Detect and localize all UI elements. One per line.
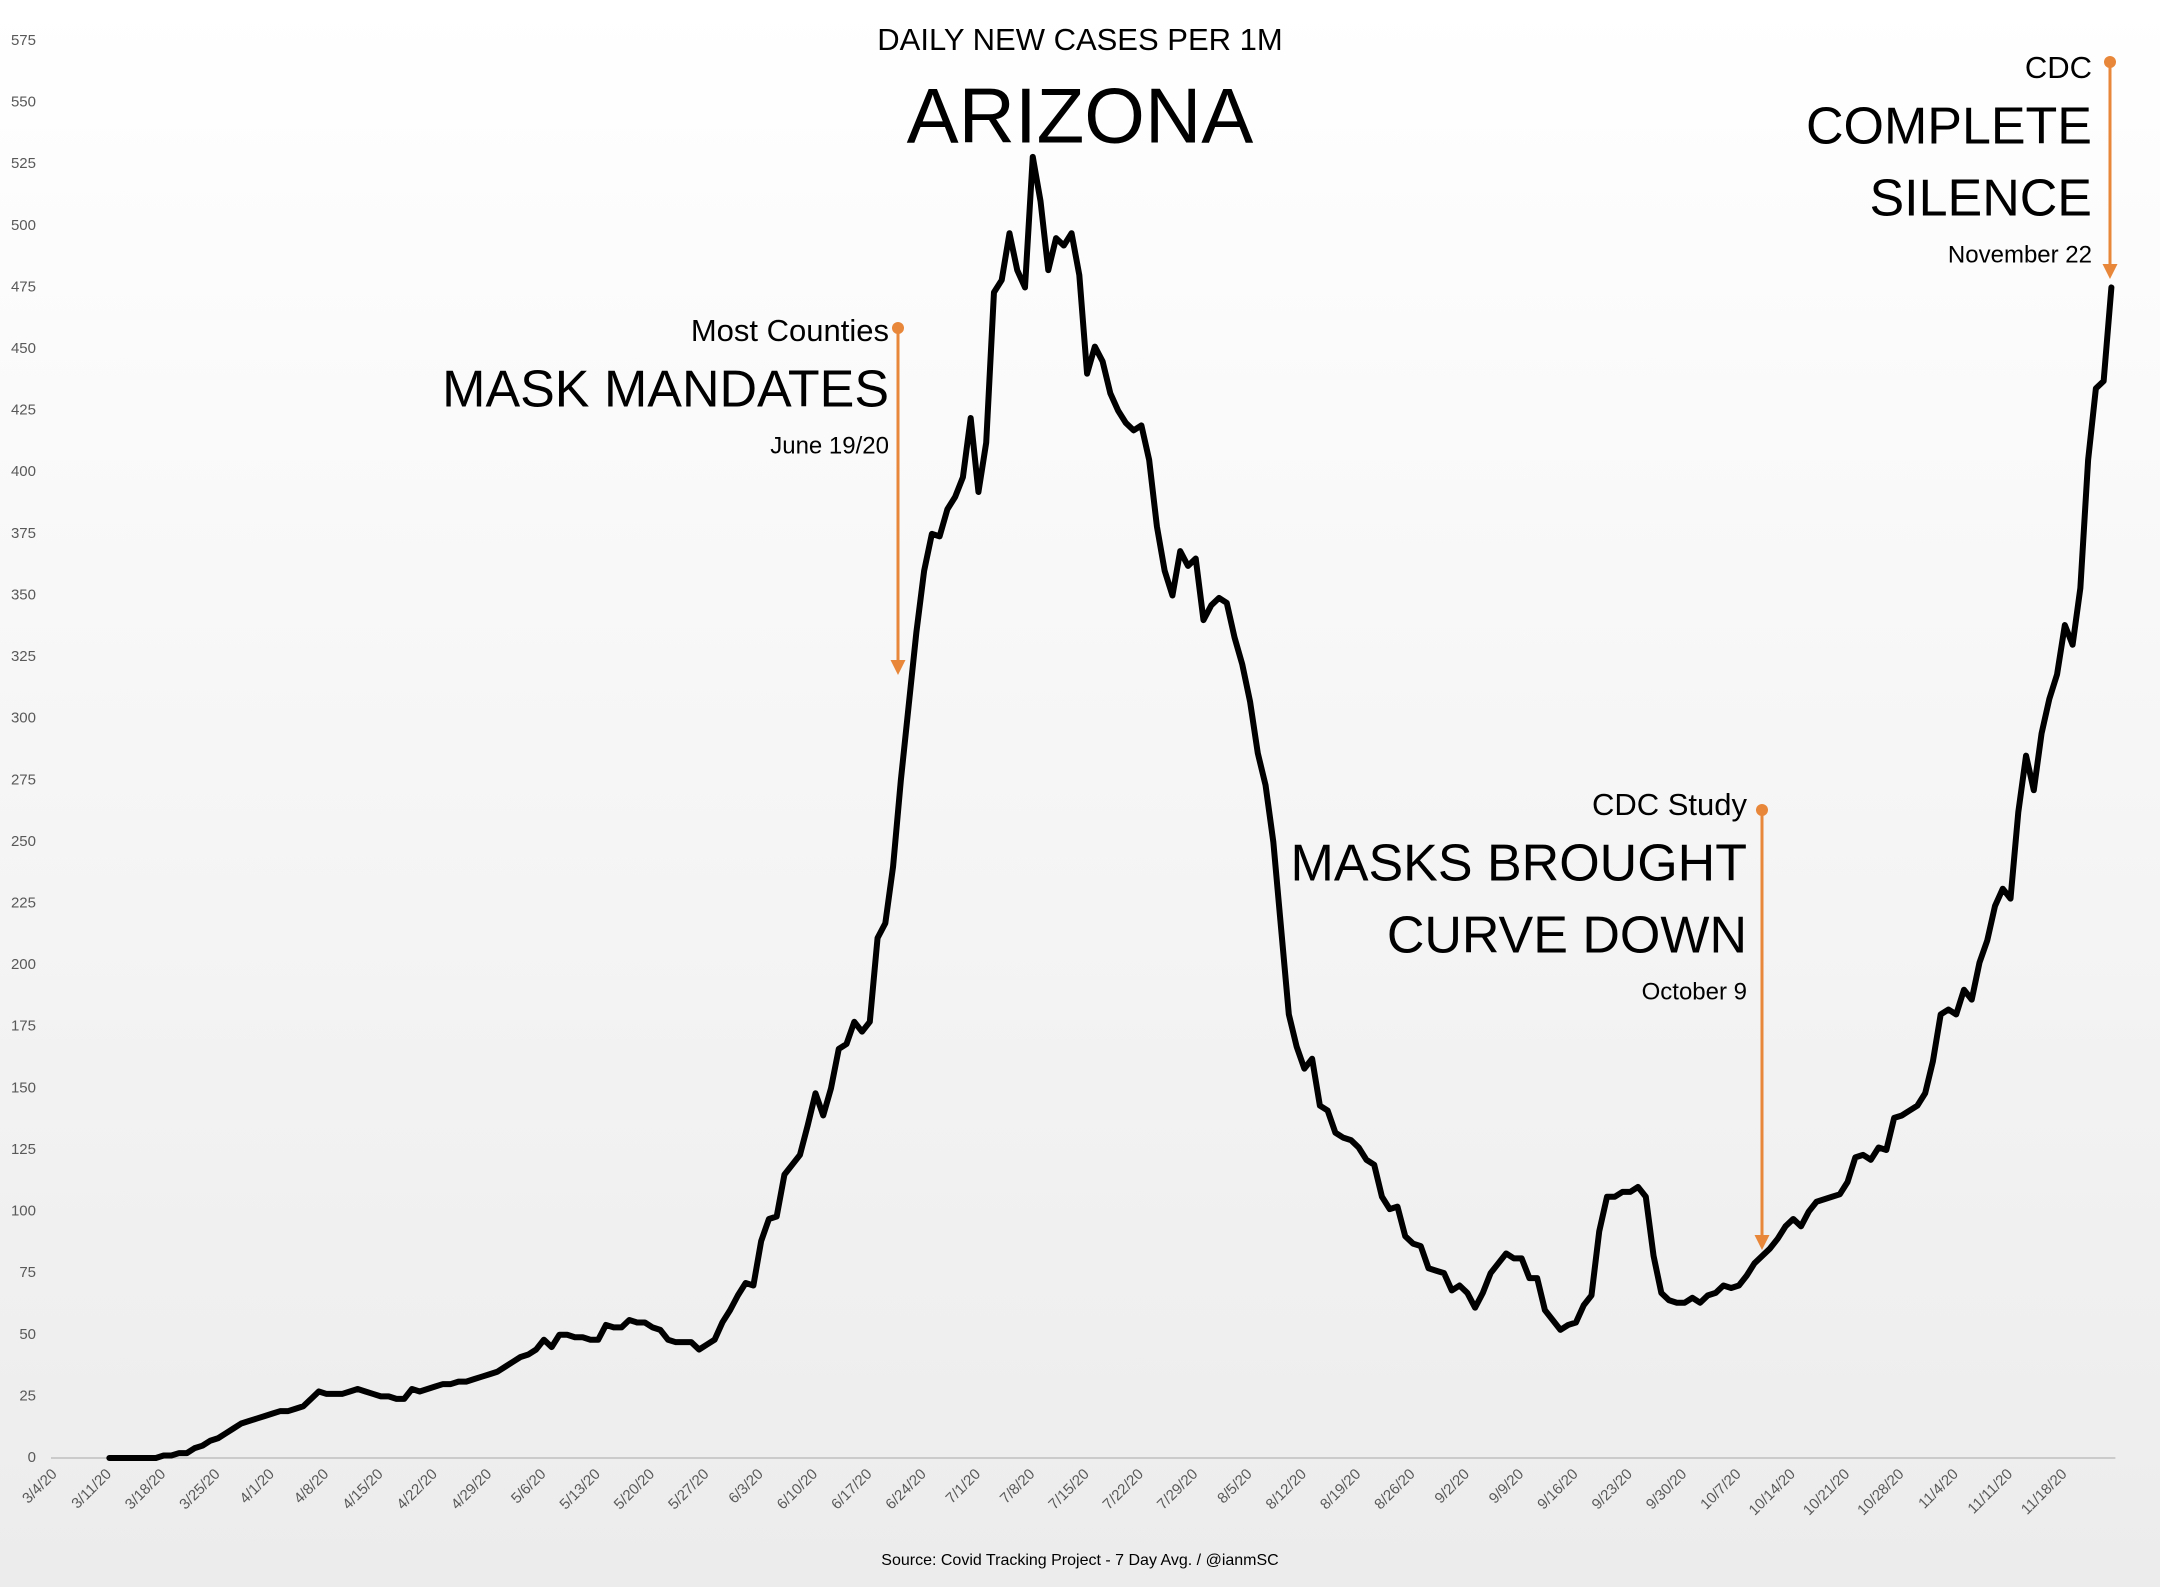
chart-subtitle: DAILY NEW CASES PER 1M xyxy=(877,22,1282,57)
annotation-label: CDC xyxy=(2025,50,2092,85)
y-tick-label: 350 xyxy=(11,586,36,603)
annotation-label: CDC Study xyxy=(1592,787,1748,822)
line-series xyxy=(106,153,2115,1461)
y-tick-label: 0 xyxy=(28,1449,36,1466)
y-tick-label: 200 xyxy=(11,956,36,973)
annotation-date: October 9 xyxy=(1642,978,1747,1005)
annotation-date: June 19/20 xyxy=(770,432,889,459)
y-tick-label: 375 xyxy=(11,525,36,542)
annotation-label: Most Counties xyxy=(691,313,889,348)
annotation-headline: MASK MANDATES xyxy=(442,361,889,419)
y-tick-label: 450 xyxy=(11,340,36,357)
y-tick-label: 300 xyxy=(11,710,36,727)
y-tick-label: 225 xyxy=(11,894,36,911)
source-note: Source: Covid Tracking Project - 7 Day A… xyxy=(881,1552,1278,1569)
y-tick-label: 275 xyxy=(11,771,36,788)
chart-title: ARIZONA xyxy=(907,72,1254,160)
annotation-headline: COMPLETE xyxy=(1806,98,2092,156)
annotation-headline: MASKS BROUGHT xyxy=(1291,835,1748,893)
y-tick-label: 475 xyxy=(11,278,36,295)
y-tick-label: 525 xyxy=(11,155,36,172)
y-tick-label: 400 xyxy=(11,463,36,480)
annotation-headline: SILENCE xyxy=(1869,170,2092,228)
annotation-date: November 22 xyxy=(1948,241,2092,268)
y-tick-label: 425 xyxy=(11,402,36,419)
y-tick-label: 125 xyxy=(11,1141,36,1158)
y-tick-label: 75 xyxy=(19,1264,36,1281)
y-tick-label: 500 xyxy=(11,217,36,234)
y-tick-label: 100 xyxy=(11,1203,36,1220)
y-tick-label: 575 xyxy=(11,32,36,49)
y-tick-label: 25 xyxy=(19,1387,36,1404)
y-tick-label: 150 xyxy=(11,1079,36,1096)
y-tick-label: 50 xyxy=(19,1326,36,1343)
y-tick-label: 175 xyxy=(11,1018,36,1035)
y-tick-label: 250 xyxy=(11,833,36,850)
y-tick-label: 550 xyxy=(11,94,36,111)
y-tick-label: 325 xyxy=(11,648,36,665)
annotation-headline: CURVE DOWN xyxy=(1387,907,1747,965)
